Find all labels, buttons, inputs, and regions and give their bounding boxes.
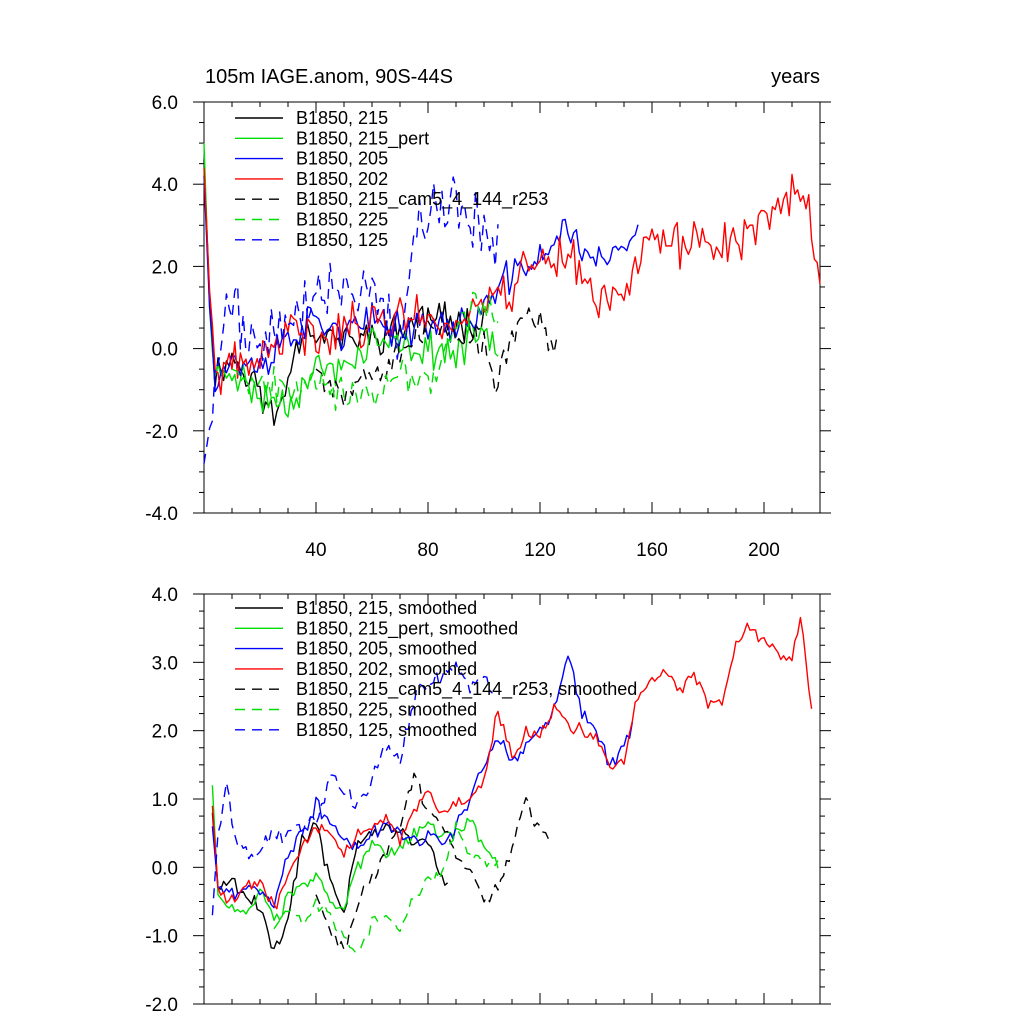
series-line-3: [211, 655, 634, 909]
legend-label: B1850, 215_cam5_4_144_r253: [296, 189, 548, 210]
series-line-2: [203, 143, 499, 418]
y-tick-label: 0.0: [152, 340, 178, 361]
legend-label: B1850, 225, smoothed: [296, 700, 477, 720]
x-tick-label: 80: [417, 540, 438, 561]
legend-label: B1850, 205: [296, 149, 388, 169]
series-line-7: [203, 176, 499, 464]
legend-label: B1850, 202: [296, 169, 388, 189]
y-tick-label: -4.0: [145, 504, 178, 525]
legend-label: B1850, 215_cam5_4_144_r253, smoothed: [296, 679, 637, 700]
legend-label: B1850, 215_pert: [296, 128, 429, 149]
series-line-5: [315, 772, 550, 951]
y-tick-label: 3.0: [152, 653, 178, 674]
x-tick-label: 160: [636, 540, 668, 561]
x-tick-label: 200: [748, 540, 780, 561]
y-tick-label: 2.0: [152, 257, 178, 278]
legend-label: B1850, 215_pert, smoothed: [296, 618, 518, 639]
series-line-1: [211, 812, 449, 950]
x-tick-label: 40: [305, 540, 326, 561]
legend-label: B1850, 205, smoothed: [296, 639, 477, 659]
series-line-7: [211, 661, 493, 916]
top-chart-units: years: [771, 66, 820, 88]
legend-label: B1850, 125: [296, 230, 388, 250]
y-tick-label: 4.0: [152, 585, 178, 606]
legend-label: B1850, 225: [296, 210, 388, 230]
y-tick-label: -1.0: [145, 927, 178, 948]
legend-label: B1850, 215, smoothed: [296, 598, 477, 618]
top-panel: 105m IAGE.anom, 90S-44S years -4.0 -2.0 0.…: [145, 66, 831, 561]
y-tick-label: 0.0: [152, 858, 178, 879]
y-tick-label: 2.0: [152, 722, 178, 743]
y-tick-label: 1.0: [152, 790, 178, 811]
top-chart-title: 105m IAGE.anom, 90S-44S: [205, 66, 453, 88]
legend-label: B1850, 125, smoothed: [296, 720, 477, 740]
y-tick-label: -2.0: [145, 995, 178, 1016]
x-tick-label: 120: [524, 540, 556, 561]
series-line-4: [211, 616, 813, 910]
series-line-1: [203, 159, 485, 426]
series-line-6: [231, 291, 499, 411]
y-tick-label: -2.0: [145, 422, 178, 443]
bottom-panel: -2.0 -1.0 0.0 1.0 2.0 3.0 4.0 B1850, 215, smoot…: [145, 585, 831, 1016]
y-tick-label: 6.0: [152, 93, 178, 114]
legend-label: B1850, 215: [296, 108, 388, 128]
series-line-5: [315, 307, 558, 407]
series-line-4: [203, 167, 821, 396]
series-line-6: [273, 821, 499, 953]
y-tick-label: 4.0: [152, 175, 178, 196]
legend-label: B1850, 202, smoothed: [296, 659, 477, 679]
